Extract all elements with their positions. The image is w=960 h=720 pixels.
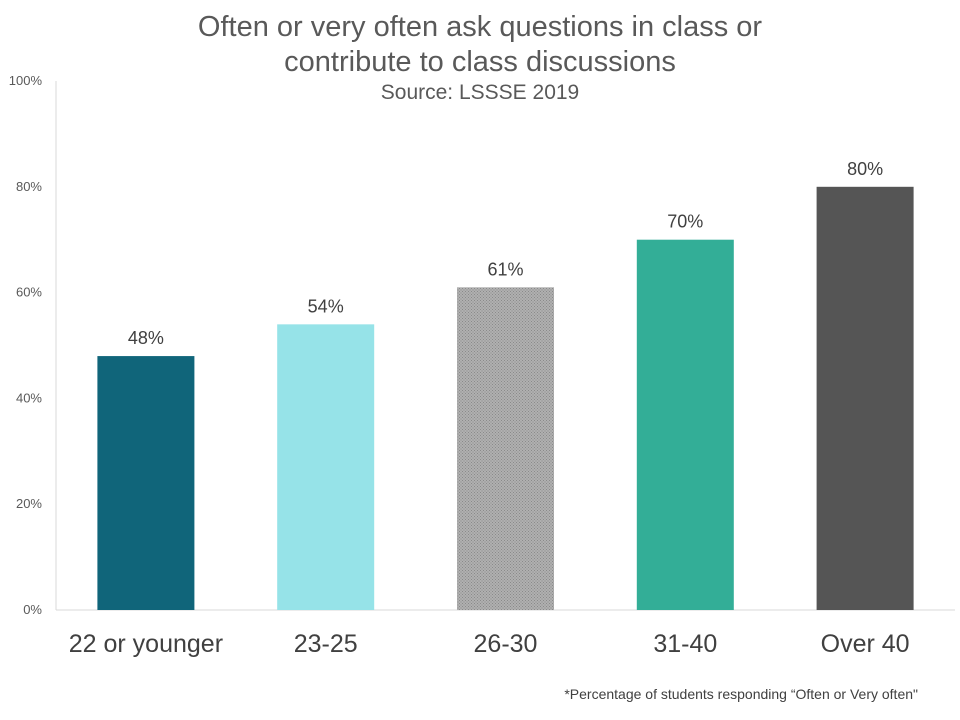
footnote: *Percentage of students responding “Ofte…	[564, 686, 918, 702]
y-tick-label: 0%	[23, 602, 42, 617]
x-category-label: 23-25	[294, 630, 358, 658]
bar	[97, 356, 195, 610]
y-tick-label: 40%	[16, 390, 42, 405]
chart-title-block: Often or very often ask questions in cla…	[0, 10, 960, 106]
y-tick-label: 100%	[9, 73, 43, 88]
x-category-label: 31-40	[653, 630, 717, 658]
bar-value-label: 70%	[667, 212, 703, 232]
bar	[636, 239, 734, 610]
chart-subtitle: Source: LSSSE 2019	[380, 81, 580, 104]
bar-value-label: 48%	[128, 328, 164, 348]
chart-title-line-2: contribute to class discussions	[284, 46, 676, 78]
x-category-label: Over 40	[821, 630, 910, 658]
bar-value-label: 54%	[308, 296, 344, 316]
x-category-label: 26-30	[474, 630, 538, 658]
bar-value-label: 80%	[847, 159, 883, 179]
bar	[816, 186, 914, 611]
y-tick-label: 20%	[16, 496, 42, 511]
y-tick-label: 80%	[16, 179, 42, 194]
y-tick-label: 60%	[16, 285, 42, 300]
chart-title-line-1: Often or very often ask questions in cla…	[197, 11, 763, 43]
bar	[457, 287, 554, 610]
bar-value-label: 61%	[487, 259, 523, 279]
bar	[277, 324, 375, 610]
x-category-label: 22 or younger	[69, 630, 223, 658]
